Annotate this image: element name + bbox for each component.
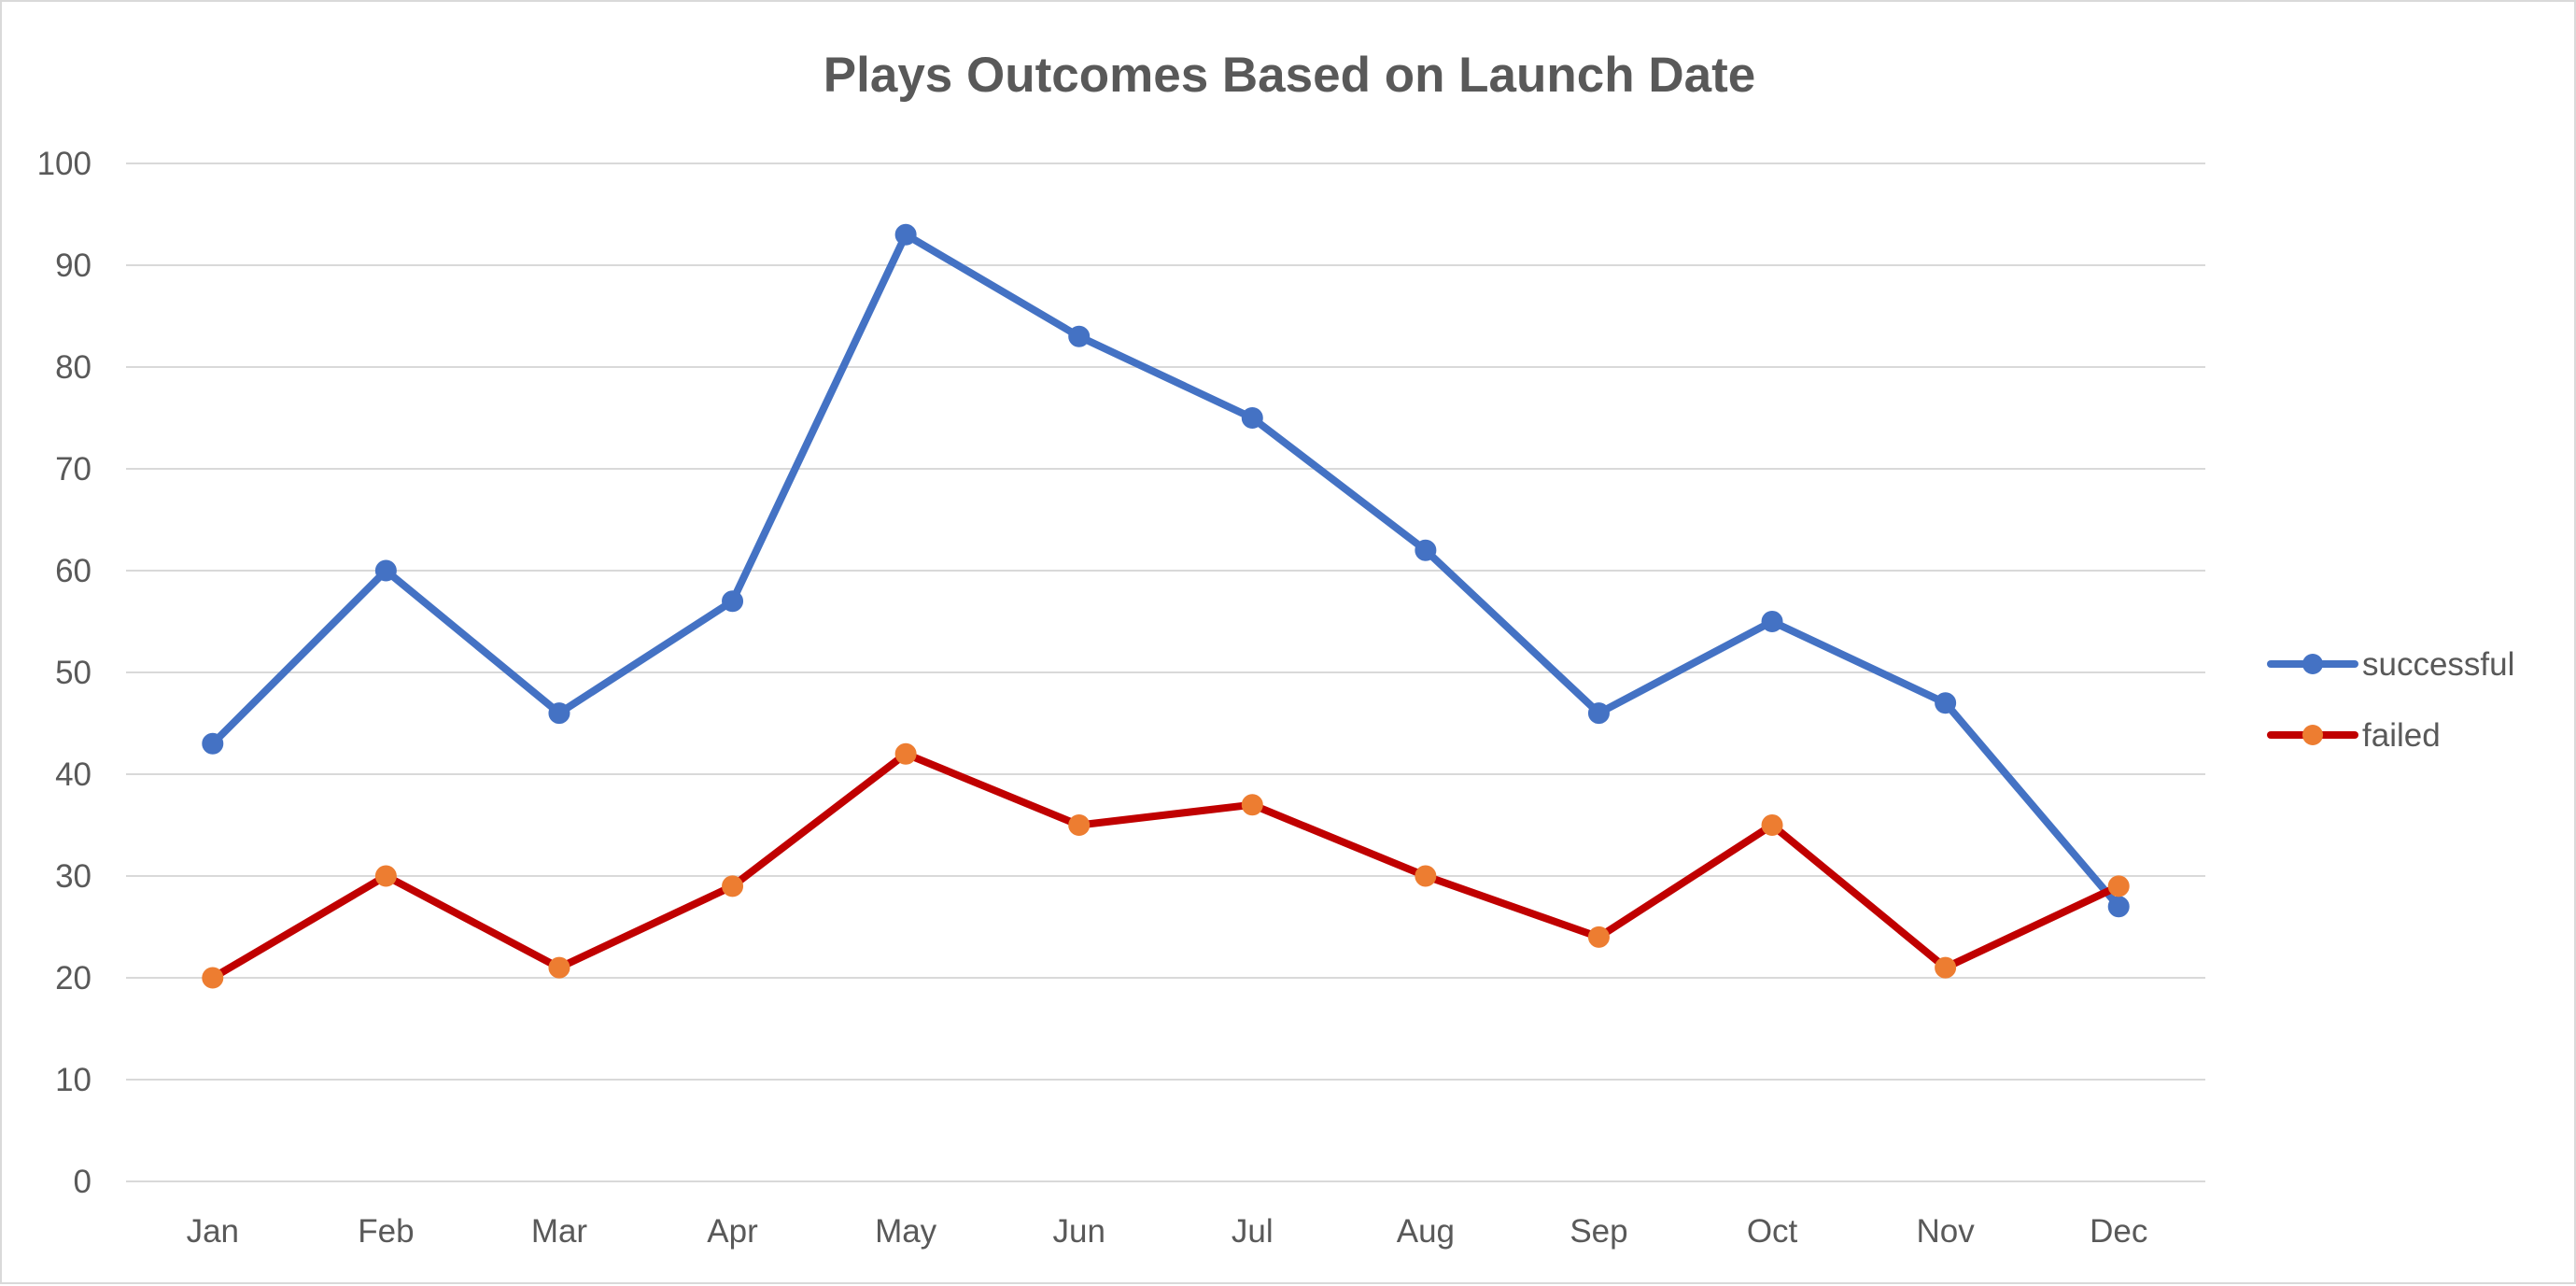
y-axis-ticks: 0 10 20 30 40 50 60 70 80 90 100 [37, 146, 91, 1200]
x-tick-label: Feb [358, 1213, 414, 1250]
data-point-successful [374, 559, 397, 582]
legend-item-failed: failed [2267, 717, 2441, 754]
data-point-successful [548, 702, 570, 725]
x-tick-label: Mar [531, 1213, 588, 1250]
x-tick-label: Dec [2090, 1213, 2147, 1250]
y-tick-label: 100 [37, 146, 91, 182]
data-point-failed [722, 875, 744, 897]
y-tick-label: 90 [55, 247, 91, 284]
y-tick-label: 40 [55, 756, 91, 793]
legend-marker [2302, 654, 2323, 674]
legend: successful failed [2267, 646, 2514, 754]
data-point-successful [1587, 702, 1610, 725]
x-tick-label: Jan [187, 1213, 239, 1250]
data-point-failed [1415, 865, 1437, 887]
data-point-failed [202, 967, 224, 989]
x-tick-label: Jun [1052, 1213, 1105, 1250]
x-tick-label: Aug [1397, 1213, 1455, 1250]
x-tick-label: Apr [707, 1213, 758, 1250]
legend-marker [2302, 725, 2323, 745]
data-point-failed [1935, 956, 1957, 979]
y-tick-label: 0 [74, 1164, 91, 1200]
data-point-failed [2107, 875, 2130, 897]
x-axis-ticks: Jan Feb Mar Apr May Jun Jul Aug Sep Oct Nov Dec [187, 1213, 2148, 1250]
x-tick-label: Nov [1917, 1213, 1976, 1250]
data-point-failed [1068, 814, 1091, 836]
data-point-successful [2107, 896, 2130, 918]
series-line-successful [208, 231, 2123, 911]
x-tick-label: Jul [1232, 1213, 1274, 1250]
x-tick-label: May [875, 1213, 937, 1250]
data-point-failed [1241, 794, 1263, 816]
series-group [202, 223, 2130, 989]
chart-title: Plays Outcomes Based on Launch Date [823, 48, 1755, 103]
y-tick-label: 80 [55, 349, 91, 386]
y-tick-label: 10 [55, 1062, 91, 1098]
y-tick-label: 20 [55, 960, 91, 996]
data-point-failed [1761, 814, 1783, 836]
y-tick-label: 60 [55, 553, 91, 589]
series-line-failed [208, 750, 2123, 982]
y-tick-label: 50 [55, 655, 91, 691]
y-tick-label: 30 [55, 858, 91, 895]
data-point-successful [1761, 611, 1783, 632]
data-point-successful [1935, 692, 1957, 714]
series-successful [202, 223, 2130, 918]
series-failed [202, 742, 2130, 989]
data-point-successful [202, 732, 224, 755]
data-point-failed [1587, 926, 1610, 948]
x-tick-label: Oct [1747, 1213, 1798, 1250]
data-point-successful [722, 590, 744, 613]
legend-item-successful: successful [2267, 646, 2514, 683]
x-tick-label: Sep [1570, 1213, 1627, 1250]
legend-label: successful [2362, 646, 2514, 683]
data-point-failed [374, 865, 397, 887]
gridlines [126, 163, 2205, 1182]
y-tick-label: 70 [55, 451, 91, 488]
data-point-successful [894, 223, 917, 246]
data-point-successful [1068, 325, 1091, 347]
data-point-successful [1241, 407, 1263, 429]
data-point-successful [1415, 539, 1437, 561]
data-point-failed [894, 742, 917, 765]
legend-label: failed [2362, 717, 2441, 754]
data-point-failed [548, 956, 570, 979]
